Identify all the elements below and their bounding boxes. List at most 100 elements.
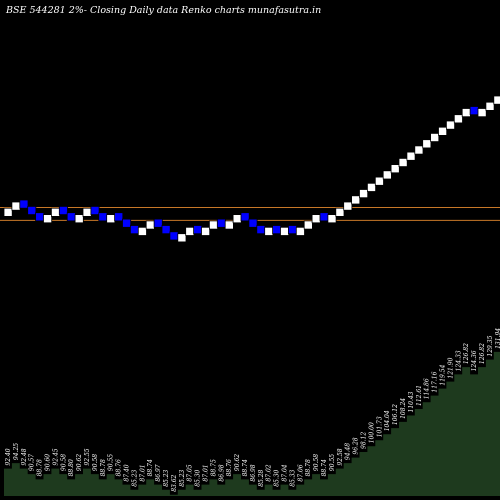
- price-label: 85.33: [289, 469, 296, 486]
- price-label: 87.06: [297, 464, 304, 481]
- renko-brick: [232, 214, 242, 224]
- renko-brick: [398, 157, 408, 167]
- renko-brick: [351, 195, 361, 205]
- price-label: 119.54: [439, 364, 446, 385]
- price-label: 88.74: [147, 459, 154, 476]
- renko-brick: [382, 170, 392, 180]
- renko-brick: [98, 212, 108, 222]
- chart-title: BSE 544281 2%- Closing Daily data Renko …: [5, 5, 321, 16]
- price-label: 90.62: [234, 454, 241, 471]
- renko-brick: [19, 199, 29, 209]
- price-label: 86.98: [250, 464, 257, 481]
- renko-brick: [153, 218, 163, 228]
- price-label: 90.55: [108, 454, 115, 471]
- renko-brick: [280, 226, 290, 236]
- price-label: 87.40: [123, 464, 130, 481]
- price-label: 117.16: [432, 371, 439, 392]
- renko-brick: [82, 207, 92, 217]
- renko-brick: [343, 201, 353, 211]
- renko-brick: [264, 226, 274, 236]
- renko-brick: [177, 233, 187, 243]
- renko-brick: [469, 106, 479, 116]
- price-label: 88.78: [305, 459, 312, 476]
- renko-brick: [169, 231, 179, 241]
- price-label: 87.01: [202, 464, 209, 481]
- price-label: 124.33: [455, 350, 462, 371]
- price-label: 98.12: [360, 432, 367, 449]
- price-label: 88.76: [226, 459, 233, 476]
- renko-brick: [335, 207, 345, 217]
- price-label: 83.62: [171, 474, 178, 491]
- price-label: 92.40: [5, 448, 12, 465]
- price-label: 85.23: [179, 469, 186, 486]
- price-label: 86.98: [218, 464, 225, 481]
- price-label: 87.01: [139, 464, 146, 481]
- price-label: 86.97: [155, 464, 162, 481]
- price-area: [4, 351, 500, 496]
- renko-brick: [161, 225, 171, 235]
- price-label: 85.23: [131, 469, 138, 486]
- price-label: 112.61: [416, 385, 423, 406]
- renko-brick: [359, 189, 369, 199]
- renko-brick: [208, 220, 218, 230]
- price-label: 124.36: [471, 350, 478, 371]
- renko-brick: [240, 212, 250, 222]
- renko-brick: [35, 212, 45, 222]
- price-label: 90.62: [76, 454, 83, 471]
- price-label: 92.45: [52, 448, 59, 465]
- renko-brick: [272, 225, 282, 235]
- renko-brick: [90, 205, 100, 215]
- price-labels-layer: 92.40 94.25 92.48 90.57 88.78 90.60 92.45 90.58…: [5, 328, 500, 492]
- renko-brick: [66, 212, 76, 222]
- renko-brick: [122, 218, 132, 228]
- price-label: 92.58: [337, 448, 344, 465]
- price-label: 88.75: [210, 459, 217, 476]
- renko-brick: [185, 226, 195, 236]
- renko-brick: [216, 218, 226, 228]
- price-label: 126.82: [463, 343, 470, 364]
- renko-brick: [3, 207, 13, 217]
- renko-brick: [106, 214, 116, 224]
- price-label: 94.48: [345, 443, 352, 460]
- price-label: 85.23: [163, 469, 170, 486]
- renko-brick: [422, 139, 432, 149]
- renko-brick: [114, 212, 124, 222]
- renko-brick: [145, 220, 155, 230]
- price-label: 88.74: [321, 459, 328, 476]
- renko-brick: [438, 126, 448, 136]
- price-label: 129.35: [487, 335, 494, 356]
- renko-brick: [366, 182, 376, 192]
- price-label: 110.43: [408, 391, 415, 412]
- volume-area-layer: [4, 351, 500, 496]
- price-label: 92.55: [84, 448, 91, 465]
- price-label: 90.58: [313, 454, 320, 471]
- price-label: 131.94: [495, 328, 500, 349]
- renko-brick: [303, 220, 313, 230]
- renko-brick: [477, 108, 487, 118]
- price-label: 90.58: [60, 454, 67, 471]
- price-label: 108.24: [400, 398, 407, 419]
- renko-brick: [248, 218, 258, 228]
- price-label: 126.82: [479, 343, 486, 364]
- price-label: 90.57: [29, 454, 36, 471]
- price-label: 94.25: [13, 443, 20, 460]
- renko-brick: [11, 201, 21, 211]
- price-label: 85.30: [195, 469, 202, 486]
- bricks-layer: [3, 95, 500, 243]
- renko-brick: [327, 214, 337, 224]
- price-label: 88.74: [242, 459, 249, 476]
- renko-brick: [319, 212, 329, 222]
- renko-brick: [374, 176, 384, 186]
- renko-brick: [51, 207, 61, 217]
- price-label: 92.48: [21, 448, 28, 465]
- price-label: 104.04: [384, 410, 391, 431]
- renko-brick: [137, 226, 147, 236]
- renko-brick: [311, 214, 321, 224]
- price-label: 87.05: [187, 464, 194, 481]
- renko-brick: [493, 95, 500, 105]
- renko-brick: [390, 164, 400, 174]
- price-label: 90.60: [45, 454, 52, 471]
- renko-brick: [453, 114, 463, 124]
- renko-brick: [406, 151, 416, 161]
